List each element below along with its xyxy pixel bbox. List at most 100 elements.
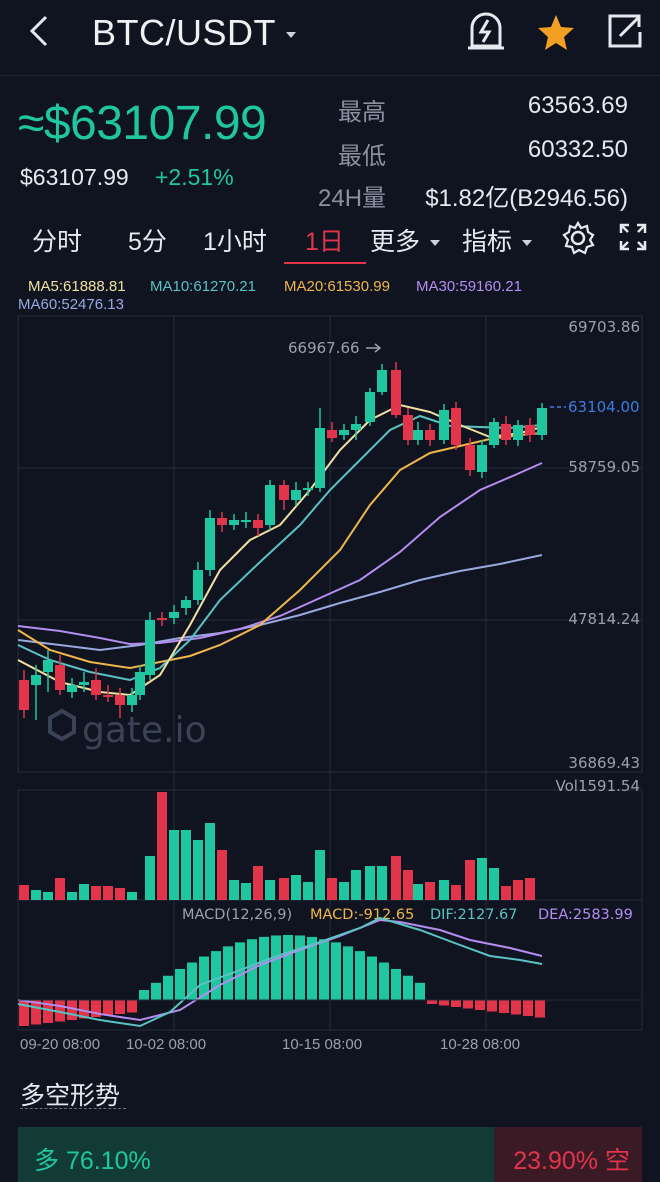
fullscreen-icon[interactable] (618, 222, 648, 252)
favorite-star-icon[interactable] (536, 13, 576, 51)
tab-timeshare[interactable]: 分时 (32, 228, 83, 256)
candle-body (477, 445, 487, 472)
macd-bar (175, 968, 185, 1000)
macd-bar (283, 935, 293, 1000)
volume-bar (327, 878, 337, 900)
volume-bar (265, 880, 275, 900)
macd-bar (127, 1000, 137, 1013)
tab-5min[interactable]: 5分 (128, 228, 167, 256)
volume-bar (127, 892, 137, 900)
candle-body (377, 370, 387, 392)
volume-bar (303, 882, 313, 900)
candle-body (79, 682, 89, 685)
ma30-line (17, 462, 543, 646)
volume-bar (425, 882, 435, 900)
candle-body (115, 695, 125, 705)
tab-more[interactable]: 更多 (370, 222, 441, 258)
ma30-legend: MA30:59160.21 (416, 278, 522, 295)
volume-bar (339, 882, 349, 900)
price-alert-icon[interactable] (464, 10, 508, 52)
volume-bar (351, 870, 361, 900)
candle-body (67, 685, 77, 692)
change-percent: +2.51% (155, 164, 234, 190)
macd-bar (331, 942, 341, 1000)
chevron-down-icon (286, 32, 296, 39)
macd-bar (451, 1000, 461, 1007)
dea-line (17, 918, 543, 1022)
candle-body (439, 410, 449, 440)
date-label-2: 10-02 08:00 (126, 1036, 207, 1053)
volume-bar (55, 878, 65, 900)
volume-bar (181, 830, 191, 900)
tab-1hour[interactable]: 1小时 (203, 228, 267, 256)
volume-bar (501, 886, 511, 900)
macd-bar (511, 1000, 521, 1015)
pair-label: BTC/USDT (92, 12, 276, 53)
macd-bar (391, 968, 401, 1000)
macd-bar (67, 1000, 77, 1020)
macd-bar (55, 1000, 65, 1022)
candle-body (501, 424, 511, 440)
macd-bar (163, 975, 173, 1000)
settings-gear-icon[interactable] (560, 220, 596, 256)
volume-bar (103, 886, 113, 900)
volume-bar (377, 866, 387, 900)
macd-bar (319, 939, 329, 1000)
candle-body (537, 408, 547, 435)
candle-body (127, 695, 137, 705)
macd-bar (19, 1000, 29, 1026)
volume-bar (193, 840, 203, 900)
macd-bar (307, 936, 317, 1000)
volume-bar (67, 892, 77, 900)
candle-body (19, 680, 29, 710)
volume-label: 24H量 (318, 185, 387, 212)
tab-1day[interactable]: 1日 (305, 228, 344, 256)
low-value: 60332.50 (527, 136, 628, 163)
pair-selector[interactable]: BTC/USDT (92, 12, 296, 54)
macd-bar (415, 982, 425, 1000)
candle-body (339, 430, 349, 435)
macd-bar (379, 962, 389, 1000)
candle-body (279, 485, 289, 500)
macd-bar (151, 982, 161, 1000)
high-label: 最高 (338, 99, 386, 126)
macd-bar (211, 951, 221, 1000)
macd-bar (79, 1000, 89, 1019)
candle-body (135, 672, 145, 695)
macd-bar (43, 1000, 53, 1023)
chevron-down-icon (522, 240, 533, 247)
candle-body (265, 485, 275, 525)
dif-line (17, 916, 543, 1028)
header-bar (0, 0, 660, 76)
share-icon[interactable] (604, 10, 646, 50)
volume-bar (513, 880, 523, 900)
back-icon[interactable] (26, 14, 54, 48)
macd-bar (523, 1000, 533, 1016)
macd-bar (31, 1000, 41, 1025)
active-tab-indicator (284, 262, 366, 264)
candle-body (145, 620, 155, 675)
volume-bar (391, 856, 401, 900)
volume-value: $1.82亿(B2946.56) (425, 185, 628, 212)
volume-bar (477, 858, 487, 900)
macd-bar (139, 990, 149, 1000)
volume-bar (413, 884, 423, 900)
y-label-3: 47814.24 (568, 610, 640, 628)
macd-bar (103, 1000, 113, 1016)
volume-bar (169, 830, 179, 900)
candle-body (525, 425, 535, 435)
macd-bar (295, 935, 305, 1000)
macd-bar (487, 1000, 497, 1012)
volume-bar (79, 884, 89, 900)
candle-body (513, 425, 523, 440)
macd-bar (403, 975, 413, 1000)
candle-body (327, 430, 337, 438)
tab-indicators[interactable]: 指标 (462, 222, 533, 258)
candle-body (103, 695, 113, 697)
macd-params: MACD(12,26,9) (182, 907, 292, 923)
candles-group (19, 362, 547, 720)
kline-chart[interactable]: gate.io 66967.66 63104.00 69703.86 58759… (0, 300, 660, 1040)
dif-value: DIF:2127.67 (430, 907, 518, 923)
macd-bar (91, 1000, 101, 1017)
macd-bar (271, 935, 281, 1000)
